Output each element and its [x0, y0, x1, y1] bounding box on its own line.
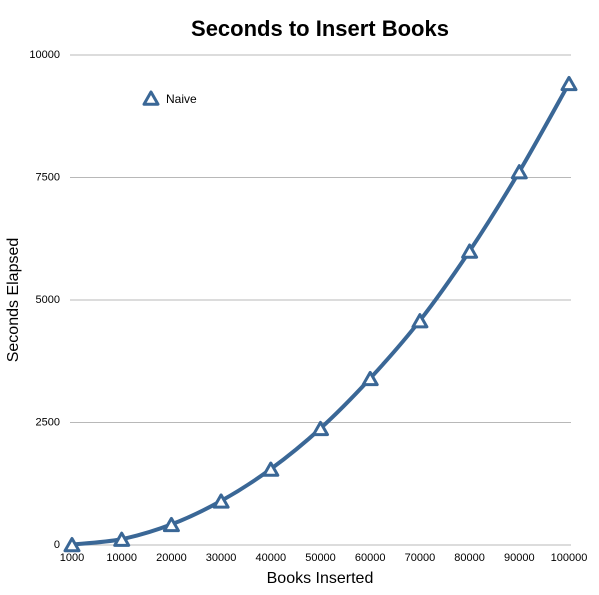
- x-tick-label: 80000: [454, 552, 485, 564]
- x-tick-label: 40000: [256, 552, 287, 564]
- x-tick-label: 10000: [106, 552, 137, 564]
- data-point: [63, 537, 81, 553]
- y-tick-label: 0: [54, 539, 60, 551]
- data-point: [162, 516, 180, 533]
- series-line: [71, 82, 571, 547]
- chart-title: Seconds to Insert Books: [191, 16, 449, 41]
- x-tick-label: 100000: [551, 552, 588, 564]
- x-tick-label: 20000: [156, 552, 187, 564]
- x-tick-label: 90000: [504, 552, 535, 564]
- data-point: [212, 493, 230, 509]
- y-tick-label: 10000: [29, 49, 60, 61]
- y-axis-label: Seconds Elapsed: [5, 238, 22, 363]
- x-axis-label: Books Inserted: [267, 570, 374, 587]
- data-point: [560, 75, 578, 92]
- data-point: [361, 370, 379, 387]
- x-tick-label: 1000: [60, 552, 84, 564]
- x-tick-label: 30000: [206, 552, 237, 564]
- data-point: [411, 313, 429, 329]
- legend-marker: [142, 90, 160, 106]
- data-point: [510, 164, 528, 180]
- x-tick-label: 50000: [305, 552, 336, 564]
- y-tick-label: 7500: [36, 171, 60, 183]
- y-tick-label: 5000: [36, 294, 60, 306]
- data-point: [262, 461, 280, 477]
- data-point: [461, 243, 479, 259]
- x-tick-label: 60000: [355, 552, 386, 564]
- data-point: [312, 420, 329, 437]
- legend-label: Naive: [166, 92, 197, 106]
- x-tick-label: 70000: [405, 552, 436, 564]
- y-tick-label: 2500: [36, 416, 60, 428]
- data-point: [113, 531, 131, 547]
